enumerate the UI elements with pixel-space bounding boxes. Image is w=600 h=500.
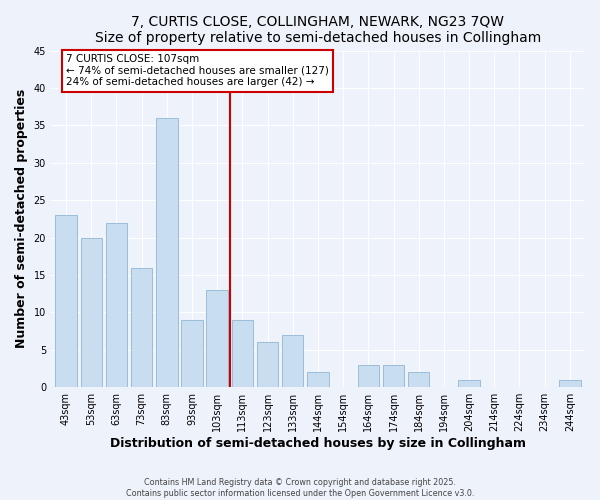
Bar bbox=[106, 222, 127, 387]
Bar bbox=[257, 342, 278, 387]
Bar bbox=[282, 335, 304, 387]
Bar bbox=[80, 238, 102, 387]
Bar bbox=[206, 290, 228, 387]
Y-axis label: Number of semi-detached properties: Number of semi-detached properties bbox=[15, 89, 28, 348]
X-axis label: Distribution of semi-detached houses by size in Collingham: Distribution of semi-detached houses by … bbox=[110, 437, 526, 450]
Bar bbox=[55, 215, 77, 387]
Text: Contains HM Land Registry data © Crown copyright and database right 2025.
Contai: Contains HM Land Registry data © Crown c… bbox=[126, 478, 474, 498]
Bar bbox=[307, 372, 329, 387]
Bar bbox=[408, 372, 430, 387]
Bar bbox=[232, 320, 253, 387]
Bar bbox=[131, 268, 152, 387]
Bar bbox=[181, 320, 203, 387]
Bar bbox=[458, 380, 480, 387]
Title: 7, CURTIS CLOSE, COLLINGHAM, NEWARK, NG23 7QW
Size of property relative to semi-: 7, CURTIS CLOSE, COLLINGHAM, NEWARK, NG2… bbox=[95, 15, 541, 45]
Bar bbox=[156, 118, 178, 387]
Text: 7 CURTIS CLOSE: 107sqm
← 74% of semi-detached houses are smaller (127)
24% of se: 7 CURTIS CLOSE: 107sqm ← 74% of semi-det… bbox=[66, 54, 329, 88]
Bar bbox=[358, 365, 379, 387]
Bar bbox=[559, 380, 581, 387]
Bar bbox=[383, 365, 404, 387]
